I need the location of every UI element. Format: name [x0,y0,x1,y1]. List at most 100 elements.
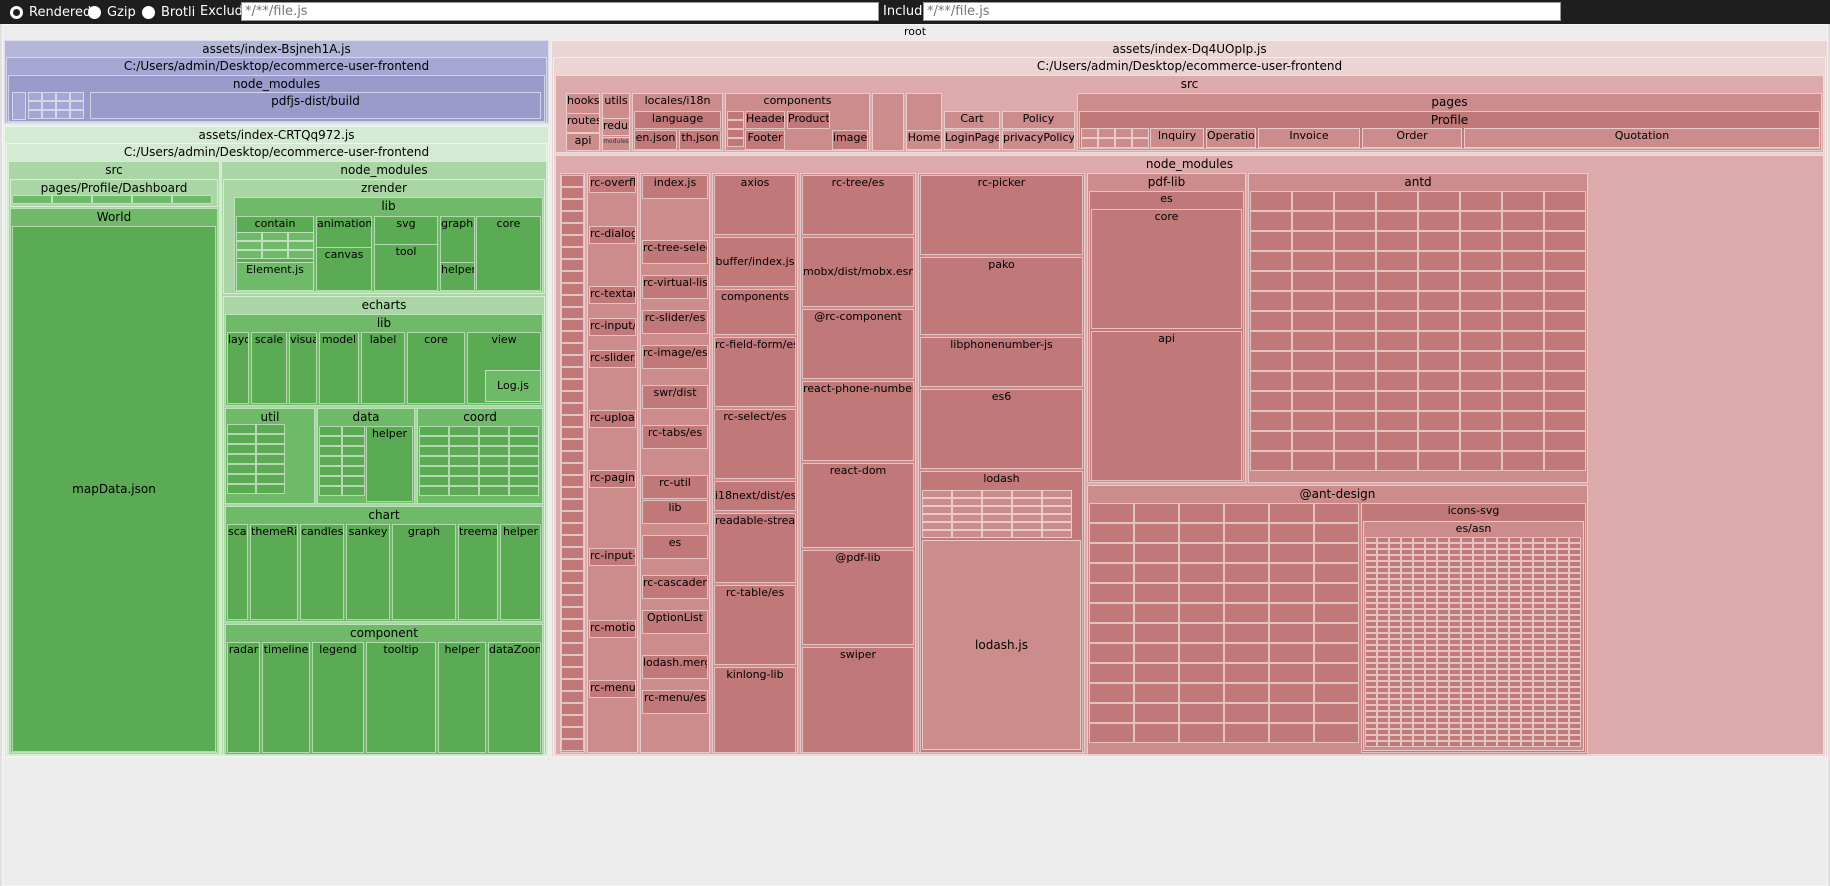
treemap-cell[interactable] [1179,643,1224,663]
treemap-cell[interactable] [256,484,285,494]
treemap-cell[interactable] [1134,583,1179,603]
folder-node[interactable]: radar [227,642,260,753]
treemap-cell[interactable] [419,426,449,436]
treemap-cell[interactable] [1365,549,1377,555]
treemap-cell[interactable] [1509,651,1521,657]
treemap-cell[interactable] [1460,191,1502,211]
treemap-cell[interactable] [1502,231,1544,251]
treemap-cell[interactable] [1569,609,1581,615]
treemap-cell[interactable] [1545,675,1557,681]
treemap-cell[interactable] [1413,705,1425,711]
treemap-cell[interactable] [1557,687,1569,693]
treemap-cell[interactable] [1334,431,1376,451]
treemap-cell[interactable] [1437,651,1449,657]
treemap-cell[interactable] [1473,573,1485,579]
treemap-cell[interactable] [1569,669,1581,675]
folder-node[interactable]: Footer [745,130,785,150]
treemap-cell[interactable] [1509,645,1521,651]
treemap[interactable]: root assets/index-Bsjneh1A.js C:/Users/adm… [0,24,1830,886]
treemap-cell[interactable] [1473,699,1485,705]
folder-node[interactable]: redux [602,118,630,136]
treemap-cell[interactable] [288,232,314,241]
treemap-cell[interactable] [479,436,509,446]
treemap-cell[interactable] [1569,729,1581,735]
treemap-cell[interactable] [1545,579,1557,585]
treemap-cell[interactable] [1437,555,1449,561]
treemap-cell[interactable] [1473,705,1485,711]
treemap-cell[interactable] [1413,585,1425,591]
treemap-cell[interactable] [1314,563,1359,583]
treemap-cell[interactable] [1413,543,1425,549]
treemap-cell[interactable] [1389,693,1401,699]
treemap-cell[interactable] [1533,687,1545,693]
folder-node[interactable]: rc-slider/es [589,350,636,368]
treemap-cell[interactable] [1533,699,1545,705]
treemap-cell[interactable] [1502,371,1544,391]
treemap-cell[interactable] [1418,391,1460,411]
treemap-cell[interactable] [1437,693,1449,699]
treemap-cell[interactable] [1485,615,1497,621]
treemap-cell[interactable] [1179,563,1224,583]
treemap-cell[interactable] [1418,191,1460,211]
treemap-cell[interactable] [1461,681,1473,687]
treemap-cell[interactable] [1012,522,1042,530]
treemap-cell[interactable] [1545,717,1557,723]
treemap-cell[interactable] [1544,311,1586,331]
treemap-cell[interactable] [56,92,70,101]
treemap-cell[interactable] [1292,251,1334,271]
treemap-cell[interactable] [1557,711,1569,717]
treemap-cell[interactable] [1461,741,1473,747]
treemap-cell[interactable] [1521,585,1533,591]
treemap-cell[interactable] [319,456,342,466]
treemap-cell[interactable] [1569,633,1581,639]
treemap-cell[interactable] [1509,633,1521,639]
treemap-cell[interactable] [1413,657,1425,663]
treemap-cell[interactable] [1533,591,1545,597]
treemap-cell[interactable] [1545,645,1557,651]
treemap-cell[interactable] [1473,555,1485,561]
treemap-cell[interactable] [1089,563,1134,583]
folder-node[interactable]: rc-input-number/es [589,548,636,566]
folder-node[interactable]: rc-util [642,475,708,499]
treemap-cell[interactable] [1557,705,1569,711]
treemap-cell[interactable] [1269,643,1314,663]
treemap-cell[interactable] [1425,573,1437,579]
folder-node[interactable]: core [407,332,465,404]
treemap-cell[interactable] [419,436,449,446]
folder-node[interactable]: rc-select/es [714,409,796,479]
treemap-cell[interactable] [1461,597,1473,603]
treemap-cell[interactable] [1461,687,1473,693]
treemap-cell[interactable] [28,92,42,101]
treemap-cell[interactable] [1569,699,1581,705]
treemap-cell[interactable] [1250,431,1292,451]
treemap-cell[interactable] [1461,561,1473,567]
treemap-cell[interactable] [1533,609,1545,615]
folder-node[interactable]: model [319,332,359,404]
treemap-cell[interactable] [1418,451,1460,471]
treemap-cell[interactable] [561,583,584,595]
treemap-cell[interactable] [1497,663,1509,669]
treemap-cell[interactable] [1425,681,1437,687]
treemap-cell[interactable] [1012,490,1042,498]
treemap-cell[interactable] [1401,609,1413,615]
treemap-cell[interactable] [1509,561,1521,567]
treemap-cell[interactable] [1449,711,1461,717]
treemap-cell[interactable] [1365,669,1377,675]
treemap-cell[interactable] [1292,191,1334,211]
treemap-cell[interactable] [1437,615,1449,621]
treemap-cell[interactable] [319,426,342,436]
treemap-cell[interactable] [1497,669,1509,675]
treemap-cell[interactable] [1401,621,1413,627]
treemap-cell[interactable] [1365,675,1377,681]
treemap-cell[interactable] [922,530,952,538]
treemap-cell[interactable] [449,476,479,486]
treemap-cell[interactable] [1569,561,1581,567]
treemap-cell[interactable] [1365,705,1377,711]
treemap-cell[interactable] [1521,699,1533,705]
treemap-cell[interactable] [1365,645,1377,651]
treemap-cell[interactable] [1377,609,1389,615]
treemap-cell[interactable] [1544,231,1586,251]
treemap-cell[interactable] [1334,271,1376,291]
treemap-cell[interactable] [1533,549,1545,555]
treemap-cell[interactable] [1224,623,1269,643]
